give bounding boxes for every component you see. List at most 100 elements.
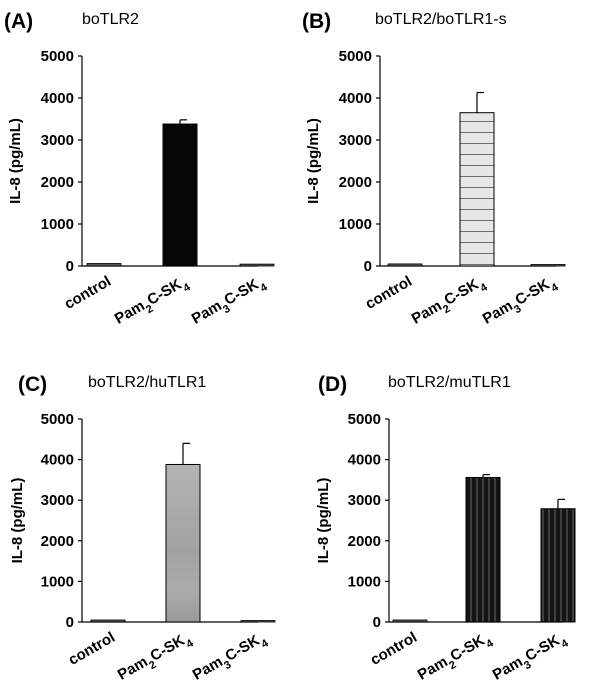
chart-panel-1: (A) boTLR2 IL-8 (pg/mL) 0 1000 2000 3000 4000 50… [4, 10, 275, 332]
bar-pam3c-sk4 [530, 264, 566, 267]
x-category-label: control [367, 629, 420, 669]
y-tick-label: 5000 [339, 48, 372, 65]
x-category-subscript: 4 [549, 281, 561, 295]
x-category-subscript: 3 [221, 303, 232, 316]
y-tick-label: 5000 [41, 411, 74, 428]
x-category-subscript: 4 [478, 281, 490, 295]
y-tick-label: 3000 [41, 492, 74, 509]
x-category-label-text: Pam [190, 653, 226, 684]
y-axis-label: IL-8 (pg/mL) [7, 118, 24, 204]
y-tick-label: 1000 [348, 573, 381, 590]
bar-pam3c-sk4 [540, 508, 576, 623]
x-category-subscript: 4 [184, 637, 196, 651]
y-tick-label: 1000 [339, 216, 372, 233]
bar-control [392, 619, 428, 623]
x-category-subscript: 4 [259, 637, 271, 651]
bar-pam2c-sk4 [165, 463, 201, 623]
x-category-subscript: 4 [181, 281, 193, 295]
x-category-label: Pam2C-SK4 [409, 272, 491, 332]
x-category-label-text: control [367, 629, 420, 669]
x-category-label-text: Pam [490, 653, 526, 684]
x-category-label-text: control [61, 273, 114, 313]
y-tick-label: 4000 [348, 452, 381, 469]
x-category-label-text: control [65, 629, 118, 669]
panel-letter: (A) [4, 10, 33, 33]
x-category-subscript: 4 [258, 281, 270, 295]
chart-panel-3: (C) boTLR2/huTLR1 IL-8 (pg/mL) 0 1000 2000 300… [9, 373, 276, 688]
panel-letter: (D) [318, 373, 347, 396]
x-category-subscript: 3 [522, 659, 533, 672]
x-category-label: Pam2C-SK4 [115, 628, 197, 688]
y-tick-label: 4000 [41, 452, 74, 469]
chart-title: boTLR2/muTLR1 [388, 374, 511, 391]
x-category-label-text: C-SK [147, 632, 187, 665]
x-category-label: Pam2C-SK4 [415, 628, 497, 688]
bar-pam2c-sk4 [465, 476, 501, 623]
x-category-label: control [65, 629, 118, 669]
y-axis-label: IL-8 (pg/mL) [9, 478, 26, 564]
y-tick-label: 2000 [41, 174, 74, 191]
bar-pam3c-sk4 [240, 620, 276, 623]
x-category-label-text: C-SK [447, 632, 487, 665]
y-tick-label: 1000 [41, 216, 74, 233]
x-category-label-text: control [362, 273, 415, 313]
x-category-label-text: Pam [409, 297, 445, 328]
x-category-subscript: 3 [222, 659, 233, 672]
x-category-label-text: Pam [112, 297, 148, 328]
panel-letter: (C) [18, 373, 47, 396]
x-category-label: control [61, 273, 114, 313]
y-axis-label: IL-8 (pg/mL) [315, 478, 332, 564]
x-category-label: Pam3C-SK4 [480, 272, 562, 332]
x-category-label-text: C-SK [221, 276, 261, 309]
panel-letter: (B) [302, 10, 331, 33]
x-category-label-text: C-SK [222, 632, 262, 665]
bar-control [387, 263, 423, 267]
y-tick-label: 5000 [41, 48, 74, 65]
y-tick-label: 4000 [339, 90, 372, 107]
x-category-label-text: C-SK [144, 276, 184, 309]
y-tick-label: 2000 [348, 533, 381, 550]
x-category-subscript: 3 [512, 303, 523, 316]
x-category-label: control [362, 273, 415, 313]
x-category-subscript: 2 [447, 659, 458, 672]
x-category-subscript: 4 [484, 637, 496, 651]
chart-title: boTLR2/huTLR1 [88, 374, 206, 391]
chart-title: boTLR2/boTLR1-s [375, 11, 507, 28]
y-tick-label: 0 [66, 258, 74, 275]
y-axis-label: IL-8 (pg/mL) [305, 118, 322, 204]
y-tick-label: 5000 [348, 411, 381, 428]
x-category-subscript: 2 [144, 303, 155, 316]
y-tick-label: 4000 [41, 90, 74, 107]
chart-panel-2: (B) boTLR2/boTLR1-s IL-8 (pg/mL) 0 1000 2000 3… [302, 10, 566, 332]
bar-control [86, 263, 122, 267]
x-category-label-text: C-SK [441, 276, 481, 309]
bar-pam3c-sk4 [239, 263, 275, 267]
y-tick-label: 0 [66, 614, 74, 631]
x-category-label-text: Pam [480, 297, 516, 328]
x-category-label: Pam3C-SK4 [189, 272, 271, 332]
x-category-label-text: Pam [189, 297, 225, 328]
y-tick-label: 2000 [41, 533, 74, 550]
x-category-label: Pam3C-SK4 [490, 628, 572, 688]
x-category-label: Pam3C-SK4 [190, 628, 272, 688]
y-tick-label: 3000 [41, 132, 74, 149]
x-category-subscript: 2 [441, 303, 452, 316]
bar-pam2c-sk4 [162, 123, 198, 267]
y-tick-label: 0 [364, 258, 372, 275]
bar-control [90, 619, 126, 623]
chart-panel-4: (D) boTLR2/muTLR1 IL-8 (pg/mL) 0 1000 2000 300… [315, 373, 576, 688]
x-category-label-text: C-SK [512, 276, 552, 309]
x-category-label-text: C-SK [522, 632, 562, 665]
y-tick-label: 2000 [339, 174, 372, 191]
chart-title: boTLR2 [82, 11, 139, 28]
y-tick-label: 1000 [41, 573, 74, 590]
y-tick-label: 3000 [348, 492, 381, 509]
x-category-subscript: 2 [147, 659, 158, 672]
y-tick-label: 3000 [339, 132, 372, 149]
y-tick-label: 0 [373, 614, 381, 631]
x-category-label-text: Pam [415, 653, 451, 684]
x-category-subscript: 4 [559, 637, 571, 651]
x-category-label: Pam2C-SK4 [112, 272, 194, 332]
x-category-label-text: Pam [115, 653, 151, 684]
